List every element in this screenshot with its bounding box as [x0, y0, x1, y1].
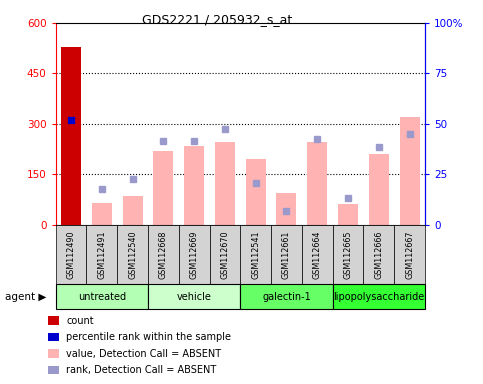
Text: GSM112664: GSM112664 — [313, 230, 322, 278]
Bar — [184, 146, 204, 225]
Bar — [369, 154, 389, 225]
Bar — [246, 159, 266, 225]
Text: GSM112541: GSM112541 — [251, 230, 260, 279]
Text: agent ▶: agent ▶ — [5, 291, 46, 302]
Bar — [276, 193, 297, 225]
Text: GSM112490: GSM112490 — [67, 230, 75, 279]
Text: untreated: untreated — [78, 291, 126, 302]
Text: count: count — [66, 316, 94, 326]
Bar — [123, 196, 142, 225]
Bar — [399, 117, 420, 225]
Bar — [153, 151, 173, 225]
Text: GSM112668: GSM112668 — [159, 230, 168, 278]
Text: GSM112667: GSM112667 — [405, 230, 414, 279]
Bar — [215, 142, 235, 225]
Text: value, Detection Call = ABSENT: value, Detection Call = ABSENT — [66, 349, 221, 359]
Text: GSM112491: GSM112491 — [97, 230, 106, 279]
Text: percentile rank within the sample: percentile rank within the sample — [66, 332, 231, 342]
Text: GSM112661: GSM112661 — [282, 230, 291, 278]
Bar — [338, 205, 358, 225]
Text: vehicle: vehicle — [177, 291, 212, 302]
Text: GSM112540: GSM112540 — [128, 230, 137, 279]
Text: GSM112670: GSM112670 — [220, 230, 229, 279]
Text: GDS2221 / 205932_s_at: GDS2221 / 205932_s_at — [142, 13, 293, 26]
Bar — [307, 142, 327, 225]
Text: rank, Detection Call = ABSENT: rank, Detection Call = ABSENT — [66, 365, 216, 375]
Bar — [92, 203, 112, 225]
Text: lipopolysaccharide: lipopolysaccharide — [333, 291, 425, 302]
Bar — [61, 46, 81, 225]
Text: GSM112665: GSM112665 — [343, 230, 353, 279]
Text: GSM112669: GSM112669 — [190, 230, 199, 279]
Text: GSM112666: GSM112666 — [374, 230, 384, 278]
Text: galectin-1: galectin-1 — [262, 291, 311, 302]
